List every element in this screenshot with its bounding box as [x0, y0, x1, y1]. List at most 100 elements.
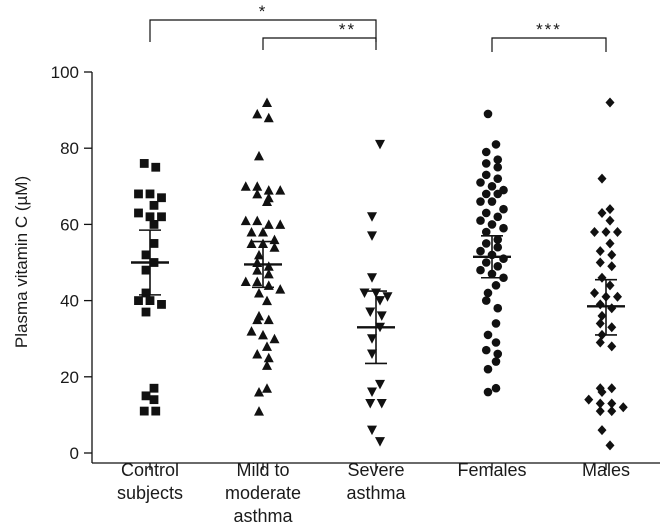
mean-ci-bars: [131, 229, 625, 365]
data-point-triangle-up: [275, 219, 286, 229]
y-axis-title: Plasma vitamin C (µM): [12, 176, 31, 348]
data-point-circle: [493, 162, 503, 172]
data-point-square: [141, 250, 151, 260]
data-point-triangle-up: [254, 249, 264, 260]
data-point-square: [151, 162, 161, 172]
significance-bracket: [491, 37, 607, 52]
y-tick-label: 80: [60, 139, 79, 158]
data-point-diamond: [613, 227, 622, 238]
x-axis: Control subjects Mild to moderate asthma Seve…: [92, 460, 660, 526]
data-point-triangle-up: [275, 185, 286, 195]
data-point-triangle-down: [375, 296, 385, 306]
data-point-triangle-up: [263, 268, 274, 279]
data-point-circle: [499, 273, 508, 283]
data-point-triangle-up: [252, 108, 263, 119]
significance-label: *: [259, 2, 268, 21]
data-point-circle: [476, 197, 485, 206]
data-point-triangle-up: [252, 215, 263, 226]
data-point-diamond: [607, 341, 617, 352]
data-point-triangle-down: [367, 334, 377, 344]
y-tick-label: 60: [60, 215, 79, 234]
data-point-diamond: [597, 310, 607, 321]
data-point-circle: [487, 220, 497, 229]
data-point-square: [149, 200, 159, 210]
data-point-triangle-down: [365, 398, 376, 409]
data-point-square: [149, 239, 159, 248]
x-category-label: moderate: [225, 483, 301, 503]
data-point-diamond: [597, 272, 607, 283]
data-point-diamond: [597, 173, 607, 184]
data-point-circle: [487, 182, 497, 191]
data-point-circle: [483, 288, 493, 298]
data-point-diamond: [590, 287, 599, 298]
data-point-circle: [499, 185, 508, 195]
data-point-diamond: [595, 318, 605, 329]
data-point-triangle-up: [275, 284, 286, 294]
data-point-circle: [491, 338, 501, 347]
data-point-circle: [493, 349, 503, 359]
data-point-triangle-down: [367, 231, 377, 241]
data-point-square: [149, 383, 159, 393]
data-point-triangle-up: [269, 333, 280, 344]
data-point-triangle-down: [375, 139, 385, 150]
data-point-triangle-up: [262, 97, 272, 107]
data-point-diamond: [597, 207, 607, 218]
data-point-diamond: [595, 299, 605, 310]
data-point-circle: [476, 178, 485, 187]
x-category-label: Mild to: [236, 460, 289, 480]
data-point-square: [141, 265, 151, 275]
data-point-triangle-up: [269, 234, 280, 245]
data-point-triangle-down: [367, 387, 377, 398]
data-point-triangle-up: [240, 181, 251, 191]
x-category-label: asthma: [233, 506, 293, 526]
data-point-triangle-up: [263, 219, 274, 229]
data-point-triangle-up: [246, 326, 257, 336]
data-point-triangle-up: [263, 192, 274, 203]
data-point-circle: [476, 246, 485, 256]
significance-label: ***: [536, 20, 562, 39]
data-point-square: [139, 159, 149, 168]
data-point-circle: [499, 204, 508, 214]
data-point-circle: [481, 296, 491, 305]
data-point-circle: [493, 174, 503, 183]
data-point-triangle-down: [376, 398, 387, 409]
data-point-triangle-up: [269, 242, 280, 252]
data-point-diamond: [605, 97, 615, 108]
data-point-triangle-up: [258, 329, 268, 340]
data-point-diamond: [605, 215, 615, 226]
data-point-diamond: [607, 261, 617, 272]
data-point-square: [134, 189, 143, 199]
significance-bracket: [262, 37, 377, 50]
data-point-circle: [476, 216, 485, 225]
data-point-circle: [476, 265, 485, 275]
data-point-diamond: [607, 322, 617, 333]
data-point-triangle-up: [246, 227, 257, 237]
data-point-triangle-up: [263, 314, 274, 325]
data-point-square: [141, 391, 151, 401]
data-point-triangle-up: [254, 406, 264, 416]
data-point-triangle-down: [367, 273, 377, 283]
data-point-triangle-up: [246, 238, 257, 248]
data-point-circle: [493, 235, 503, 244]
data-point-diamond: [595, 337, 605, 348]
data-point-square: [151, 406, 161, 416]
data-point-diamond: [597, 425, 607, 436]
data-point-square: [157, 212, 166, 222]
data-point-triangle-down: [367, 349, 377, 359]
significance-label: **: [339, 20, 356, 39]
data-point-circle: [481, 170, 491, 180]
data-point-diamond: [595, 246, 605, 257]
data-point-diamond: [607, 406, 617, 417]
data-point-diamond: [584, 394, 594, 405]
data-point-square: [149, 220, 159, 229]
data-point-triangle-down: [367, 212, 377, 222]
data-point-square: [157, 193, 166, 203]
data-point-circle: [491, 383, 501, 393]
data-point-diamond: [605, 280, 615, 291]
data-point-square: [134, 208, 143, 218]
data-point-diamond: [607, 249, 617, 260]
data-point-circle: [483, 364, 493, 374]
data-point-circle: [481, 345, 491, 355]
data-point-triangle-down: [376, 311, 387, 321]
